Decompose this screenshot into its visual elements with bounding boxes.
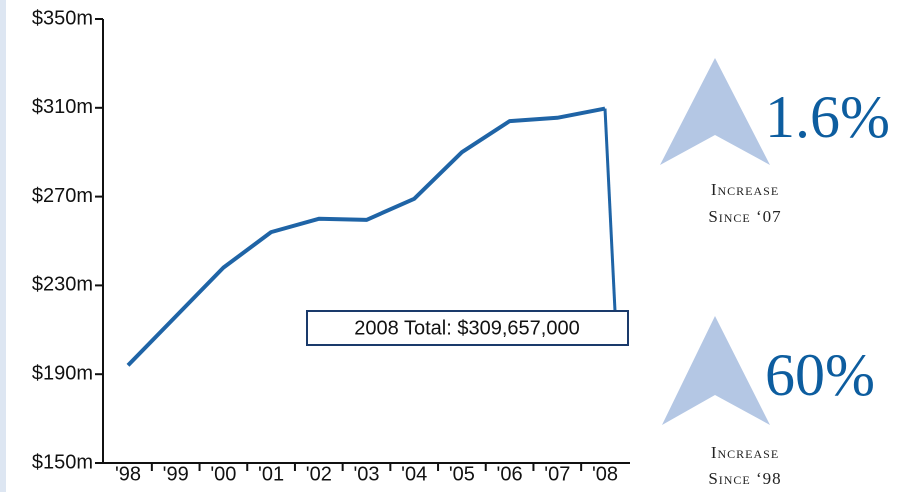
callout-value: 1.6%: [765, 84, 890, 150]
callout-caption: Increase: [711, 180, 779, 199]
y-tick-label: $310m: [32, 96, 93, 118]
arrow: [660, 58, 770, 165]
x-tick-label: '99: [163, 463, 189, 485]
y-tick-label: $190m: [32, 362, 93, 384]
callout-caption: Since ‘98: [708, 469, 781, 488]
x-tick-label: '98: [115, 463, 141, 485]
x-tick-label: '04: [401, 463, 427, 485]
annotation-box: [306, 310, 629, 346]
arrow: [662, 316, 770, 425]
y-tick-label: $270m: [32, 185, 93, 207]
x-tick-label: '08: [592, 463, 618, 485]
x-tick-label: '06: [497, 463, 523, 485]
callout-caption: Since ‘07: [708, 207, 781, 226]
x-tick-label: '03: [353, 463, 379, 485]
y-tick-label: $150m: [32, 451, 93, 473]
annotation: 2008 Total: $309,657,000: [354, 317, 579, 339]
leader-line: [603, 108, 617, 312]
x-tick-label: '02: [306, 463, 332, 485]
x-tick-label: '00: [210, 463, 236, 485]
left-strip: [0, 0, 6, 492]
x-tick-label: '01: [258, 463, 284, 485]
callout-value: 60%: [765, 342, 875, 408]
line: [126, 106, 606, 367]
y-tick-label: $350m: [32, 7, 93, 29]
callout-caption: Increase: [711, 443, 779, 462]
x-tick-label: '07: [544, 463, 570, 485]
y-tick-label: $230m: [32, 274, 93, 296]
x-tick-label: '05: [449, 463, 475, 485]
